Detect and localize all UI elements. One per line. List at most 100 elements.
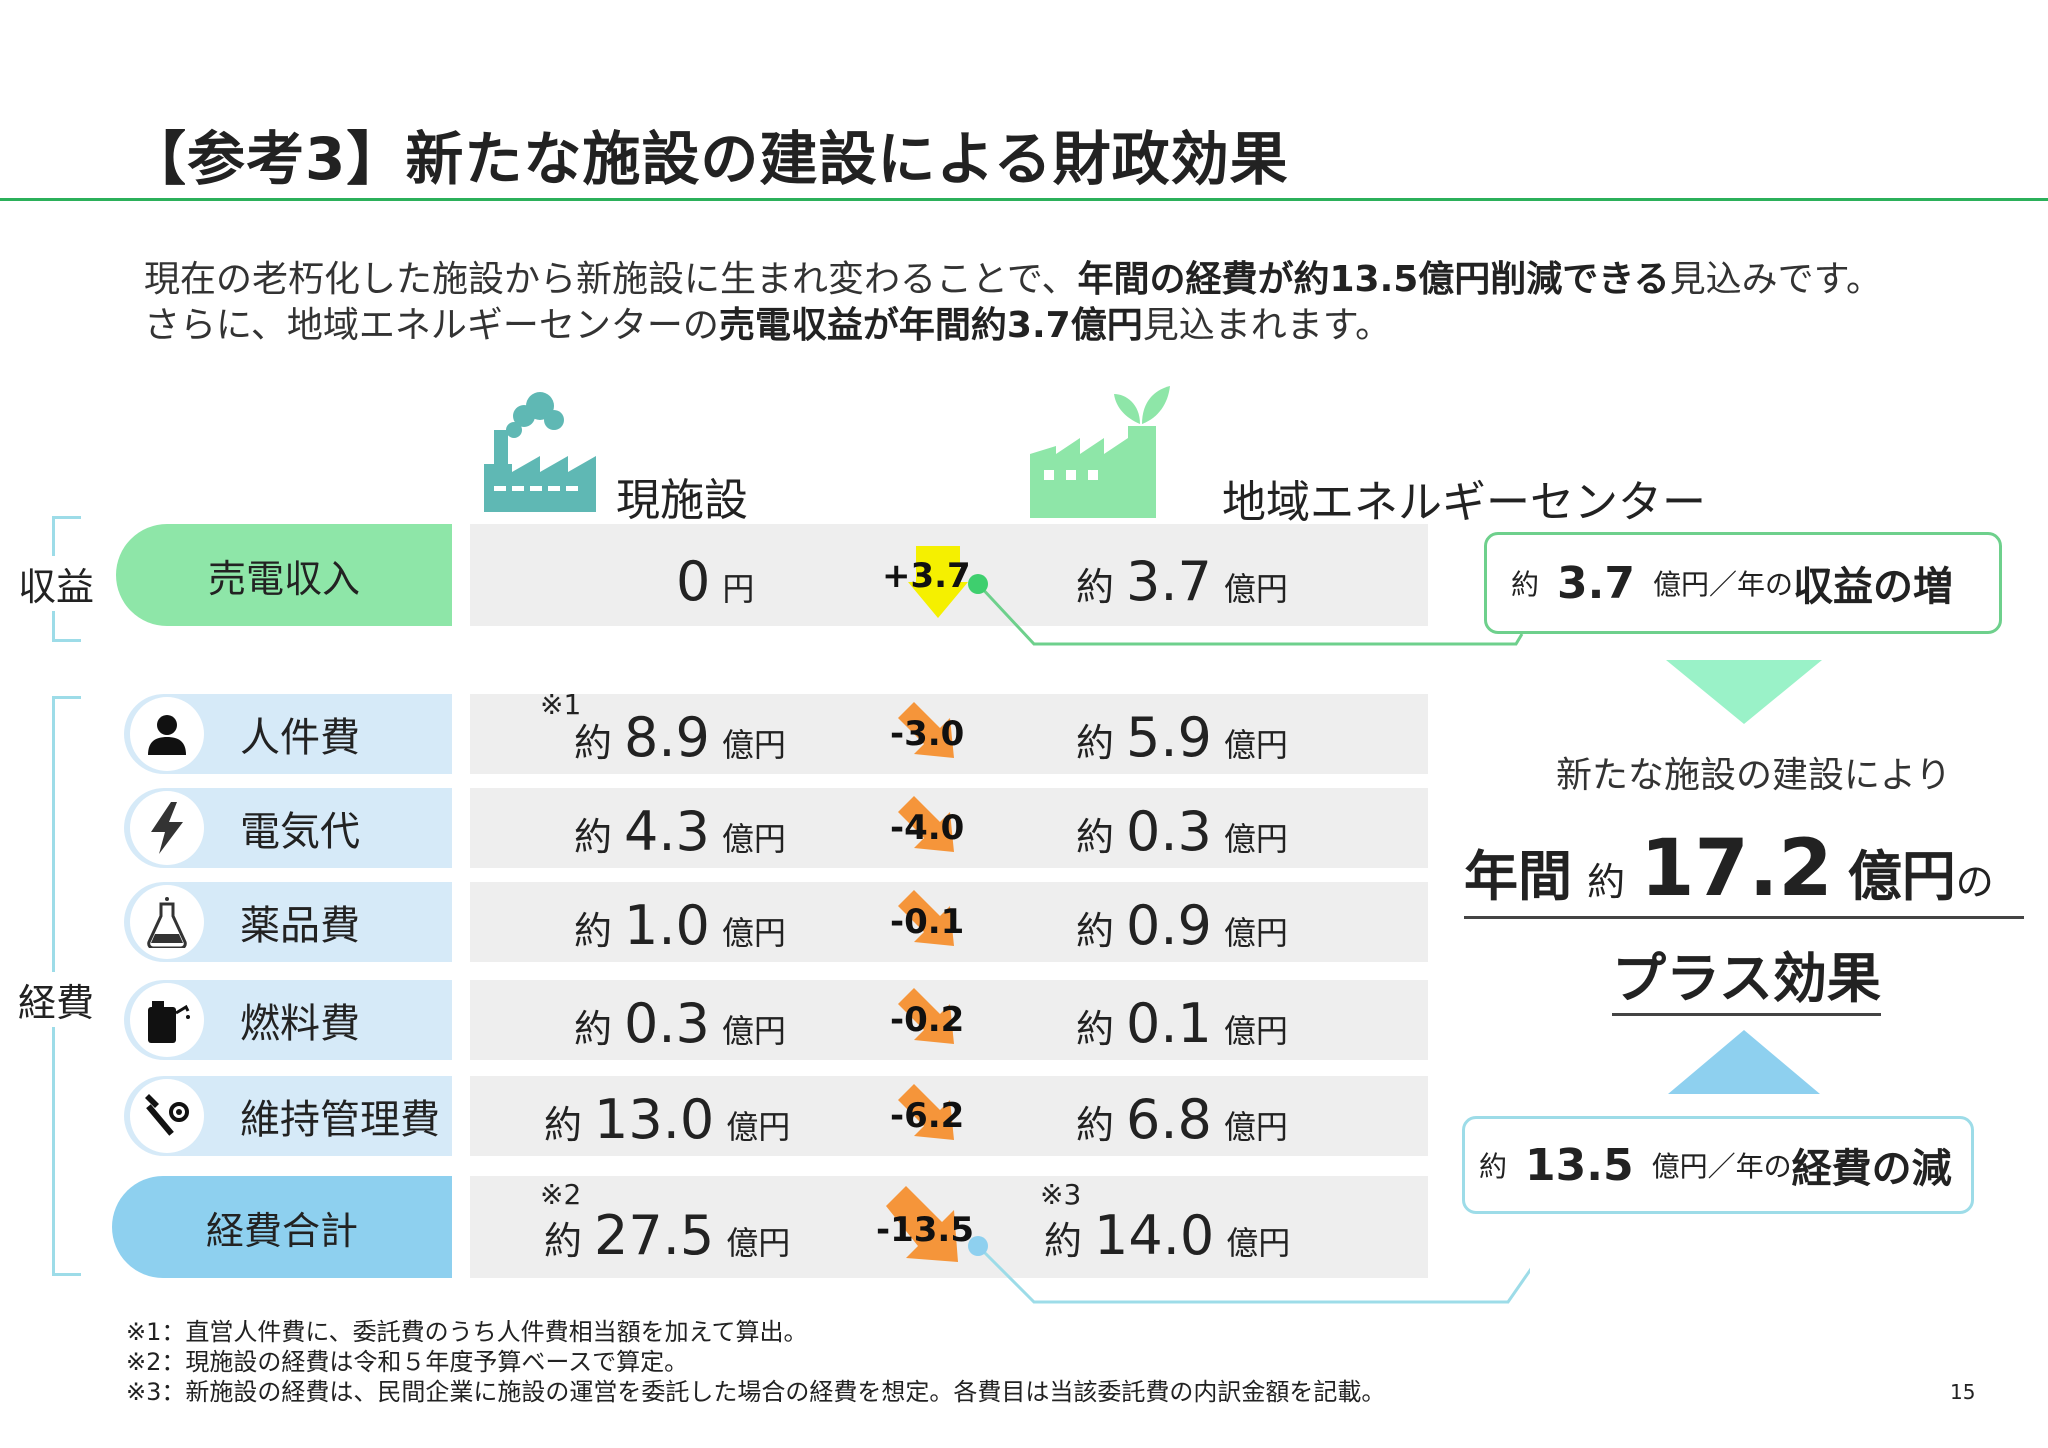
- value-unit: 億円: [1223, 1012, 1288, 1050]
- value-prefix: 約: [544, 1219, 583, 1263]
- summary-value: 17.2: [1640, 824, 1833, 914]
- value-number: 1.0: [624, 894, 710, 957]
- value-number: 3.7: [1126, 550, 1212, 613]
- value-prefix: 約: [1076, 1103, 1115, 1147]
- revenue-group-label: 収益: [18, 556, 95, 611]
- value-prefix: 約: [1076, 565, 1115, 609]
- value-number: 0: [676, 550, 711, 613]
- value-number: 27.5: [594, 1204, 715, 1267]
- expense-new-value: 約 0.1 億円: [1076, 992, 1288, 1055]
- callout-prefix: 約: [1479, 1150, 1508, 1183]
- value-unit: 億円: [1223, 726, 1288, 764]
- expense-label-text: 維持管理費: [240, 1097, 440, 1143]
- value-unit: 億円: [726, 1108, 791, 1146]
- value-number: 0.3: [1126, 800, 1212, 863]
- lead-text: 見込みです。: [1669, 259, 1882, 300]
- callout-value: 3.7: [1557, 557, 1635, 609]
- callout-prefix: 約: [1511, 568, 1540, 601]
- total-new-value: 約 14.0 億円: [1044, 1204, 1290, 1267]
- expense-row-label: 薬品費: [124, 882, 452, 962]
- person-icon: [130, 697, 204, 771]
- lead-text: さらに、地域エネルギーセンターの: [144, 305, 719, 346]
- expense-decrease-callout: 約 13.5 億円／年の 経費の減: [1462, 1116, 1974, 1214]
- value-prefix: 約: [574, 1007, 613, 1051]
- value-number: 8.9: [624, 706, 710, 769]
- value-number: 0.9: [1126, 894, 1212, 957]
- expense-new-value: 約 0.9 億円: [1076, 894, 1288, 957]
- revenue-increase-callout: 約 3.7 億円／年の 収益の増: [1484, 532, 2002, 634]
- expense-delta: -0.1: [890, 902, 965, 942]
- increase-arrow-icon: [908, 546, 968, 618]
- value-prefix: 約: [1076, 909, 1115, 953]
- title-divider: [0, 198, 2048, 201]
- footnote-2: ※2：現施設の経費は令和５年度予算ベースで算定。: [126, 1348, 689, 1376]
- summary-caption: 新たな施設の建設により: [1556, 755, 1952, 796]
- value-unit: 億円: [721, 914, 786, 952]
- decrease-arrow-icon: [898, 988, 954, 1044]
- total-new-note: ※3: [1040, 1178, 1082, 1211]
- value-number: 0.1: [1126, 992, 1212, 1055]
- summary-year: 年間: [1464, 845, 1572, 908]
- connector-lines: [968, 574, 1530, 1304]
- footnote-1: ※1：直営人件費に、委託費のうち人件費相当額を加えて算出。: [126, 1318, 808, 1346]
- value-unit: 億円: [1223, 820, 1288, 858]
- expense-label-text: 電気代: [240, 809, 360, 855]
- revenue-delta: +3.7: [882, 556, 971, 596]
- decrease-arrow-icon: [898, 796, 954, 852]
- revenue-label-text: 売電収入: [207, 556, 360, 601]
- new-facility-header: 地域エネルギーセンター: [1222, 477, 1706, 528]
- value-prefix: 約: [574, 815, 613, 859]
- callout-strong: 経費の減: [1791, 1146, 1952, 1192]
- value-unit: 億円: [721, 820, 786, 858]
- expense-new-value: 約 6.8 億円: [1076, 1088, 1288, 1151]
- value-prefix: 約: [1076, 721, 1115, 765]
- value-unit: 億円: [1226, 1224, 1291, 1262]
- decrease-arrow-icon: [886, 1186, 958, 1262]
- fuel-can-icon: [130, 983, 204, 1057]
- lead-text: 見込まれます。: [1142, 305, 1392, 346]
- expense-current-value: 約 8.9 億円: [574, 706, 786, 769]
- expense-label-text: 人件費: [240, 715, 360, 761]
- down-triangle-icon: [1666, 660, 1822, 724]
- value-prefix: 約: [574, 909, 613, 953]
- summary-unit: 億円: [1847, 845, 1956, 908]
- value-number: 6.8: [1126, 1088, 1212, 1151]
- callout-strong: 収益の増: [1792, 564, 1953, 610]
- footnote-3: ※3：新施設の経費は、民間企業に施設の運営を委託した場合の経費を想定。各費目は当…: [126, 1378, 1386, 1406]
- expense-current-value: 約 1.0 億円: [574, 894, 786, 957]
- expense-group-label: 経費: [18, 972, 95, 1027]
- decrease-arrow-icon: [898, 890, 954, 946]
- revenue-new-value: 約 3.7 億円: [1076, 550, 1288, 613]
- expense-current-value: 約 4.3 億円: [574, 800, 786, 863]
- summary-amount: 年間 約 17.2 億円の: [1464, 824, 2024, 919]
- summary-approx: 約: [1587, 860, 1626, 904]
- value-unit: 億円: [721, 726, 786, 764]
- total-label-text: 経費合計: [205, 1208, 358, 1253]
- value-prefix: 約: [1076, 1007, 1115, 1051]
- lead-emphasis: 年間の経費が約13.5億円削減できる: [1077, 259, 1670, 300]
- flask-icon: [130, 885, 204, 959]
- lightning-icon: [130, 791, 204, 865]
- expense-current-value: 約 13.0 億円: [544, 1088, 790, 1151]
- callout-unit: 億円／年の: [1652, 568, 1793, 601]
- expense-row-label: 維持管理費: [124, 1076, 452, 1156]
- summary-no: の: [1955, 860, 1994, 904]
- expense-row-label: 電気代: [124, 788, 452, 868]
- total-current-note: ※2: [540, 1178, 582, 1211]
- decrease-arrow-icon: [898, 702, 954, 758]
- new-factory-icon: [1030, 386, 1170, 518]
- old-factory-icon: [484, 392, 596, 512]
- lead-text: 現在の老朽化した施設から新施設に生まれ変わることで、: [144, 259, 1078, 300]
- expense-label-text: 薬品費: [240, 903, 360, 949]
- lead-line-2: さらに、地域エネルギーセンターの売電収益が年間約3.7億円見込まれます。: [144, 296, 1391, 348]
- value-number: 4.3: [624, 800, 710, 863]
- expense-new-value: 約 5.9 億円: [1076, 706, 1288, 769]
- value-number: 5.9: [1126, 706, 1212, 769]
- total-row-label: 経費合計: [112, 1176, 452, 1278]
- value-number: 13.0: [594, 1088, 715, 1151]
- expense-row-label: 燃料費: [124, 980, 452, 1060]
- lead-line-1: 現在の老朽化した施設から新施設に生まれ変わることで、年間の経費が約13.5億円削…: [144, 250, 1882, 302]
- summary-effect: プラス効果: [1612, 934, 1881, 1016]
- revenue-row-label: 売電収入: [116, 524, 452, 626]
